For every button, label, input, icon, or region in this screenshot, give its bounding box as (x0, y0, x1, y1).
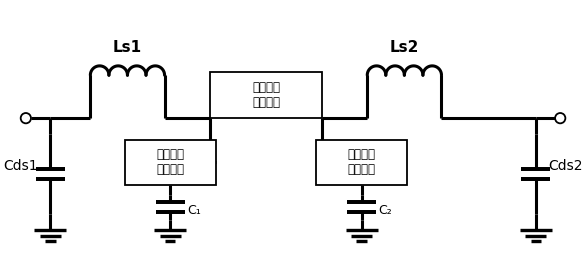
Text: 第三无源
电子元件: 第三无源 电子元件 (347, 148, 376, 176)
Text: C₂: C₂ (379, 204, 393, 217)
Text: 第一无源
电子元件: 第一无源 电子元件 (252, 81, 280, 109)
Text: Cds2: Cds2 (548, 159, 582, 173)
FancyBboxPatch shape (316, 140, 407, 185)
Text: Ls2: Ls2 (390, 40, 419, 55)
Text: C₁: C₁ (188, 204, 201, 217)
Text: 第二无源
电子元件: 第二无源 电子元件 (156, 148, 184, 176)
FancyBboxPatch shape (210, 72, 322, 118)
Text: Cds1: Cds1 (4, 159, 38, 173)
FancyBboxPatch shape (125, 140, 216, 185)
Text: Ls1: Ls1 (113, 40, 142, 55)
